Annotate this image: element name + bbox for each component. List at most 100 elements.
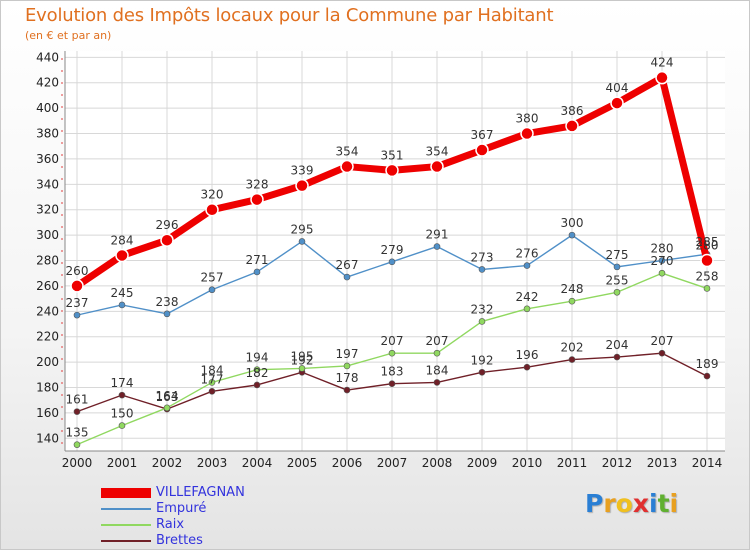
data-label-1-2003: 257 — [201, 271, 224, 285]
legend-swatch-1 — [101, 508, 151, 510]
data-label-1-2008: 291 — [426, 228, 449, 242]
data-label-3-2014: 189 — [696, 357, 719, 371]
data-label-2-2011: 248 — [561, 282, 584, 296]
data-point-2-2010 — [523, 305, 531, 313]
data-label-0-2003: 320 — [201, 188, 224, 202]
legend-swatch-2 — [101, 524, 151, 526]
data-label-1-2001: 245 — [111, 286, 134, 300]
data-point-1-2005 — [298, 238, 306, 245]
data-label-1-2005: 295 — [291, 222, 314, 236]
data-point-3-2014 — [703, 372, 711, 380]
data-point-0-2002 — [160, 233, 174, 247]
x-tick-label-2009: 2009 — [467, 456, 498, 470]
data-point-1-2012 — [613, 263, 621, 271]
y-tick-label-260: 260 — [36, 279, 59, 293]
data-point-0-2005 — [295, 178, 309, 193]
y-tick-label-380: 380 — [36, 127, 59, 141]
x-tick-label-2003: 2003 — [197, 456, 228, 470]
data-point-3-2011 — [568, 356, 576, 363]
data-label-0-2011: 386 — [561, 104, 584, 118]
logo-letter: r — [603, 489, 616, 518]
y-tick-label-300: 300 — [36, 228, 59, 242]
data-point-1-2009 — [478, 266, 486, 273]
data-point-3-2012 — [613, 353, 621, 361]
data-label-2-2007: 207 — [381, 334, 404, 348]
data-label-1-2013: 280 — [651, 242, 674, 256]
data-point-3-2006 — [343, 386, 351, 394]
data-label-1-2010: 276 — [516, 247, 539, 261]
data-label-0-2010: 380 — [516, 112, 539, 126]
data-point-2-2009 — [478, 318, 486, 325]
data-point-3-2013 — [658, 349, 666, 357]
chart-title: Evolution des Impôts locaux pour la Comm… — [25, 5, 554, 26]
data-point-0-2004 — [250, 192, 264, 207]
data-point-1-2000 — [73, 311, 81, 319]
data-point-0-2008 — [430, 159, 444, 174]
data-point-2-2007 — [388, 349, 396, 357]
legend-label-1: Empuré — [156, 501, 207, 516]
data-label-2-2001: 150 — [111, 407, 134, 421]
data-point-1-2007 — [388, 258, 396, 266]
data-point-2-2004 — [253, 366, 261, 374]
y-tick-label-340: 340 — [36, 177, 59, 191]
data-point-1-2010 — [523, 262, 531, 269]
data-point-0-2006 — [340, 159, 354, 174]
x-tick-label-2012: 2012 — [602, 456, 633, 470]
data-point-1-2004 — [253, 268, 261, 276]
data-point-3-2008 — [433, 379, 441, 386]
logo-letter: i — [669, 489, 679, 518]
x-tick-label-2005: 2005 — [287, 456, 318, 470]
data-point-1-2006 — [343, 273, 351, 281]
legend-swatch-0 — [101, 488, 151, 498]
data-point-3-2007 — [388, 380, 396, 387]
data-label-1-2004: 271 — [246, 253, 269, 267]
data-label-1-2009: 273 — [471, 250, 494, 264]
data-point-0-2011 — [565, 119, 579, 133]
data-point-2-2008 — [433, 349, 441, 357]
data-label-3-2013: 207 — [651, 334, 674, 348]
data-point-1-2008 — [433, 243, 441, 250]
data-point-2-2003 — [208, 379, 216, 386]
data-point-3-2009 — [478, 368, 486, 376]
data-label-0-2000: 260 — [66, 264, 89, 278]
y-tick-label-160: 160 — [36, 406, 59, 420]
logo-letter: t — [657, 489, 670, 518]
data-point-1-2002 — [163, 310, 171, 318]
data-label-3-2004: 182 — [246, 366, 269, 380]
y-tick-label-280: 280 — [36, 254, 59, 268]
x-tick-label-2001: 2001 — [107, 456, 138, 470]
data-label-0-2013: 424 — [651, 56, 674, 70]
data-point-1-2011 — [568, 231, 576, 239]
y-tick-label-220: 220 — [36, 330, 59, 344]
data-label-3-2003: 177 — [201, 372, 224, 386]
data-point-3-2004 — [253, 381, 261, 389]
data-label-0-2007: 351 — [381, 148, 404, 162]
x-tick-label-2006: 2006 — [332, 456, 363, 470]
data-point-2-2012 — [613, 288, 621, 296]
data-label-2-2005: 195 — [291, 349, 314, 363]
y-tick-label-360: 360 — [36, 152, 59, 166]
data-label-0-2005: 339 — [291, 164, 314, 178]
data-label-2-2006: 197 — [336, 347, 359, 361]
data-label-3-2000: 161 — [66, 393, 89, 407]
x-tick-label-2002: 2002 — [152, 456, 183, 470]
data-label-1-2006: 267 — [336, 258, 359, 272]
data-label-2-2003: 184 — [201, 363, 224, 377]
data-point-0-2010 — [520, 126, 534, 141]
data-label-2-2002: 164 — [156, 389, 179, 403]
data-label-2-2012: 255 — [606, 273, 629, 287]
x-tick-label-2007: 2007 — [377, 456, 408, 470]
data-point-0-2001 — [115, 248, 129, 263]
chart-subtitle: (en € et par an) — [25, 29, 112, 42]
data-label-1-2014: 285 — [696, 235, 719, 249]
data-label-0-2006: 354 — [336, 145, 359, 159]
data-label-2-2014: 258 — [696, 269, 719, 283]
data-label-3-2009: 192 — [471, 353, 494, 367]
data-label-2-2004: 194 — [246, 351, 269, 365]
data-label-0-2012: 404 — [606, 81, 629, 95]
y-tick-label-440: 440 — [36, 50, 59, 64]
data-point-3-2000 — [73, 408, 81, 415]
data-label-0-2002: 296 — [156, 218, 179, 232]
data-point-2-2013 — [658, 269, 666, 277]
